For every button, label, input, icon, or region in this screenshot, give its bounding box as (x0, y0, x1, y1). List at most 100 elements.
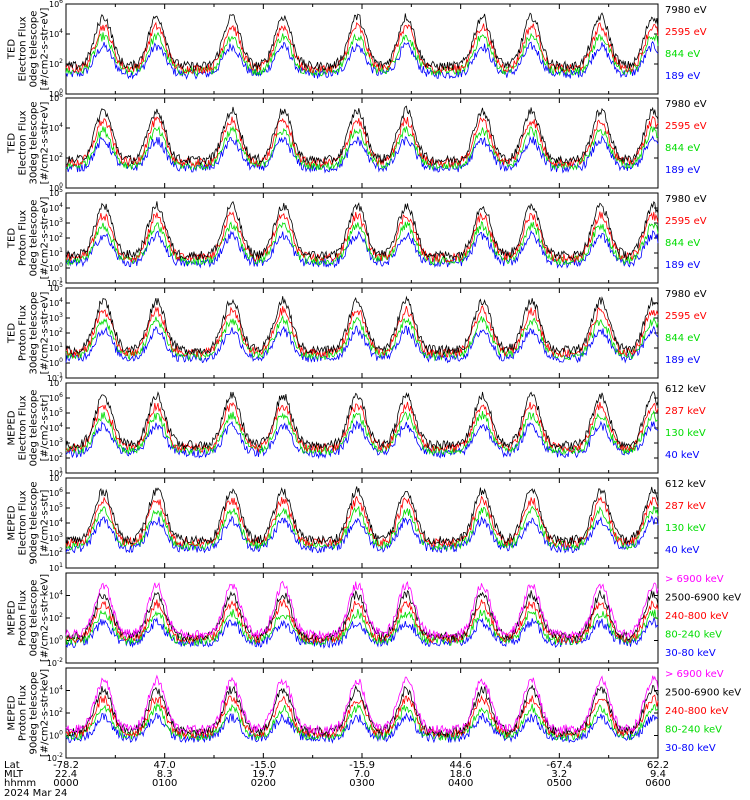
legend-entry: 240-800 keV (665, 706, 729, 717)
panel-frame (65, 667, 659, 759)
x-col-lat: 47.0 (154, 760, 176, 771)
y-tick-label: 102 (49, 452, 63, 463)
legend-entry: 612 keV (665, 384, 706, 395)
series-blue-trace (65, 712, 659, 744)
legend-entry: 240-800 keV (665, 611, 729, 622)
series-blue-trace (65, 134, 659, 174)
series-blue-trace (65, 616, 659, 649)
y-tick-label: 100 (49, 182, 63, 193)
legend-entry: 844 eV (665, 143, 700, 154)
y-axis-label: TEDElectron Flux0deg telescope[#/cm2-s-s… (7, 8, 51, 91)
x-col-lat: -15.0 (250, 760, 276, 771)
x-col-lat: -67.4 (546, 760, 572, 771)
series-magenta-trace (65, 580, 659, 640)
y-tick-label: 104 (49, 297, 63, 308)
series-blue-trace (65, 420, 659, 460)
y-tick-label: 102 (49, 327, 63, 338)
y-tick-label: 106 (49, 487, 63, 498)
series-green-trace (65, 31, 659, 77)
x-col-hhmm: 0400 (448, 778, 473, 789)
y-axis-label: MEPEDElectron Flux0deg telescope[#/cm2-s… (7, 390, 51, 467)
x-col-mlt: 19.7 (252, 769, 274, 780)
series-blue-trace (65, 41, 659, 80)
series-green-trace (65, 221, 659, 267)
y-tick-label: 104 (49, 122, 63, 133)
x-col-hhmm: 0600 (645, 778, 670, 789)
x-col-mlt: 9.4 (650, 769, 666, 780)
series-black-trace (65, 105, 659, 166)
series-green-trace (65, 702, 659, 742)
x-col-mlt: 7.0 (354, 769, 370, 780)
y-axis-label: MEPEDProton Flux90deg telescope[#/cm2-s-… (7, 669, 51, 757)
x-col-hhmm: 0200 (251, 778, 276, 789)
series-red-trace (65, 598, 659, 645)
y-tick-label: 100 (49, 88, 63, 99)
legend-entry: 30-80 keV (665, 648, 716, 659)
y-tick-label: 102 (49, 707, 63, 718)
x-col-lat: -78.2 (53, 760, 79, 771)
legend-entry: 130 keV (665, 523, 706, 534)
y-tick-label: 105 (49, 282, 63, 293)
x-col-hhmm: 0300 (349, 778, 374, 789)
legend-entry: 287 keV (665, 406, 706, 417)
y-tick-label: 106 (49, 392, 63, 403)
legend-entry: 287 keV (665, 501, 706, 512)
series-red-trace (65, 305, 659, 359)
y-tick-label: 105 (49, 502, 63, 513)
legend-entry: 2595 eV (665, 216, 707, 227)
x-col-mlt: 8.3 (157, 769, 173, 780)
y-tick-label: 10-1 (47, 277, 63, 288)
x-row-label-hhmm: hhmm (4, 778, 36, 789)
x-col-mlt: 3.2 (551, 769, 567, 780)
x-col-hhmm: 0100 (152, 778, 177, 789)
x-row-label-date: 2024 Mar 24 (4, 788, 67, 799)
legend-entry: 40 keV (665, 545, 699, 556)
y-tick-label: 105 (49, 187, 63, 198)
series-black-trace (65, 391, 659, 451)
panel-frame (65, 477, 659, 569)
y-tick-label: 102 (49, 232, 63, 243)
series-red-trace (66, 115, 659, 169)
series-black-trace (65, 12, 659, 72)
legend-entry: 2500-6900 keV (665, 593, 741, 604)
y-tick-label: 104 (49, 28, 63, 39)
legend-entry: > 6900 keV (665, 574, 724, 585)
legend-entry: 2595 eV (665, 121, 707, 132)
panel-meped-electron-0deg: 101 102 103 104 105 106 107 MEPEDElectron Flux0… (7, 377, 706, 478)
legend-entry: 7980 eV (665, 194, 707, 205)
legend-entry: 2595 eV (665, 311, 707, 322)
series-red-trace (65, 495, 659, 549)
y-axis-label: MEPEDElectron Flux90deg telescope[#/cm2-… (7, 481, 51, 564)
y-tick-label: 102 (49, 152, 63, 163)
legend-entry: 2500-6900 keV (665, 688, 741, 699)
legend-entry: 30-80 keV (665, 743, 716, 754)
y-axis-label: TEDProton Flux0deg telescope[#/cm2-s-str… (7, 197, 51, 280)
y-tick-label: 101 (49, 562, 63, 573)
x-row-label-lat: Lat (4, 760, 20, 771)
x-col-lat: 44.6 (450, 760, 472, 771)
y-axis-label: MEPEDProton Flux0deg telescope[#/cm2-s-s… (7, 574, 51, 662)
series-black-trace (65, 295, 659, 356)
y-tick-label: 104 (49, 685, 63, 696)
legend-entry: 844 eV (665, 49, 700, 60)
series-green-trace (65, 410, 659, 456)
y-tick-label: 105 (49, 407, 63, 418)
legend-entry: 612 keV (665, 479, 706, 490)
series-magenta-trace (65, 674, 659, 735)
y-tick-label: 102 (49, 612, 63, 623)
series-blue-trace (65, 515, 659, 554)
y-tick-label: 102 (49, 547, 63, 558)
y-tick-label: 102 (49, 58, 63, 69)
series-black-trace (65, 486, 659, 546)
y-tick-label: 106 (49, 0, 63, 9)
series-blue-trace (65, 230, 659, 269)
legend-entry: 189 eV (665, 165, 700, 176)
legend-entry: 80-240 keV (665, 630, 722, 641)
legend-entry: 7980 eV (665, 289, 707, 300)
